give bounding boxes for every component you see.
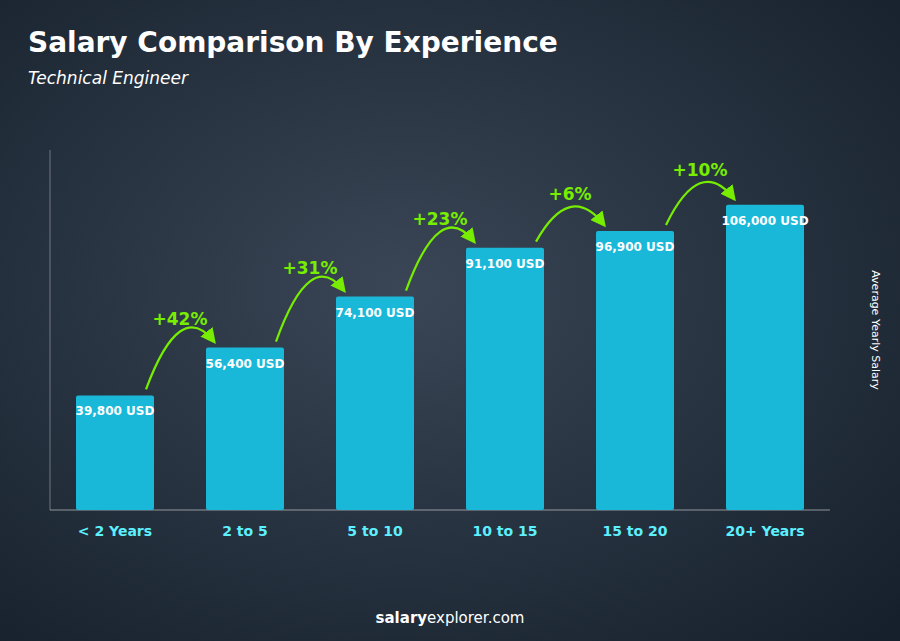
footer-bold: salary: [376, 609, 428, 627]
category-label: < 2 Years: [78, 523, 152, 539]
annotation: +10%: [673, 160, 728, 180]
data-label: 91,100 USD: [466, 257, 545, 271]
annotation: +31%: [283, 258, 338, 278]
bar: [336, 297, 414, 510]
data-label: 106,000 USD: [721, 214, 808, 228]
change-arrow: [276, 277, 344, 342]
bars: [76, 205, 804, 510]
subtitle: Technical Engineer: [28, 68, 189, 88]
change-arrow: [666, 182, 734, 225]
bar: [206, 348, 284, 510]
x-axis-line: [50, 510, 830, 511]
annotation: +23%: [413, 209, 468, 229]
data-label: 96,900 USD: [596, 240, 675, 254]
category-label: 5 to 10: [347, 523, 403, 539]
y-axis-label: Average Yearly Salary: [869, 270, 882, 390]
change-arrow: [146, 327, 214, 389]
category-label: 20+ Years: [725, 523, 804, 539]
footer-normal: explorer.com: [427, 609, 524, 627]
bar: [726, 205, 804, 510]
change-arrow: [406, 227, 474, 290]
category-label: 2 to 5: [222, 523, 268, 539]
data-label: 74,100 USD: [336, 306, 415, 320]
y-axis-line: [50, 150, 51, 510]
category-label: 10 to 15: [472, 523, 537, 539]
background: [0, 0, 900, 641]
bar: [76, 395, 154, 510]
chart-container: Salary Comparison By Experience Technical…: [0, 0, 900, 641]
footer: salaryexplorer.com: [376, 609, 525, 627]
chart: Salary Comparison By Experience Technical…: [0, 0, 900, 641]
change-arrow: [536, 206, 604, 241]
bar: [596, 231, 674, 510]
data-label: 39,800 USD: [76, 404, 155, 418]
data-label: 56,400 USD: [206, 357, 285, 371]
title: Salary Comparison By Experience: [28, 26, 558, 59]
category-label: 15 to 20: [602, 523, 667, 539]
annotation: +6%: [548, 184, 591, 204]
bar: [466, 248, 544, 510]
annotation: +42%: [153, 309, 208, 329]
